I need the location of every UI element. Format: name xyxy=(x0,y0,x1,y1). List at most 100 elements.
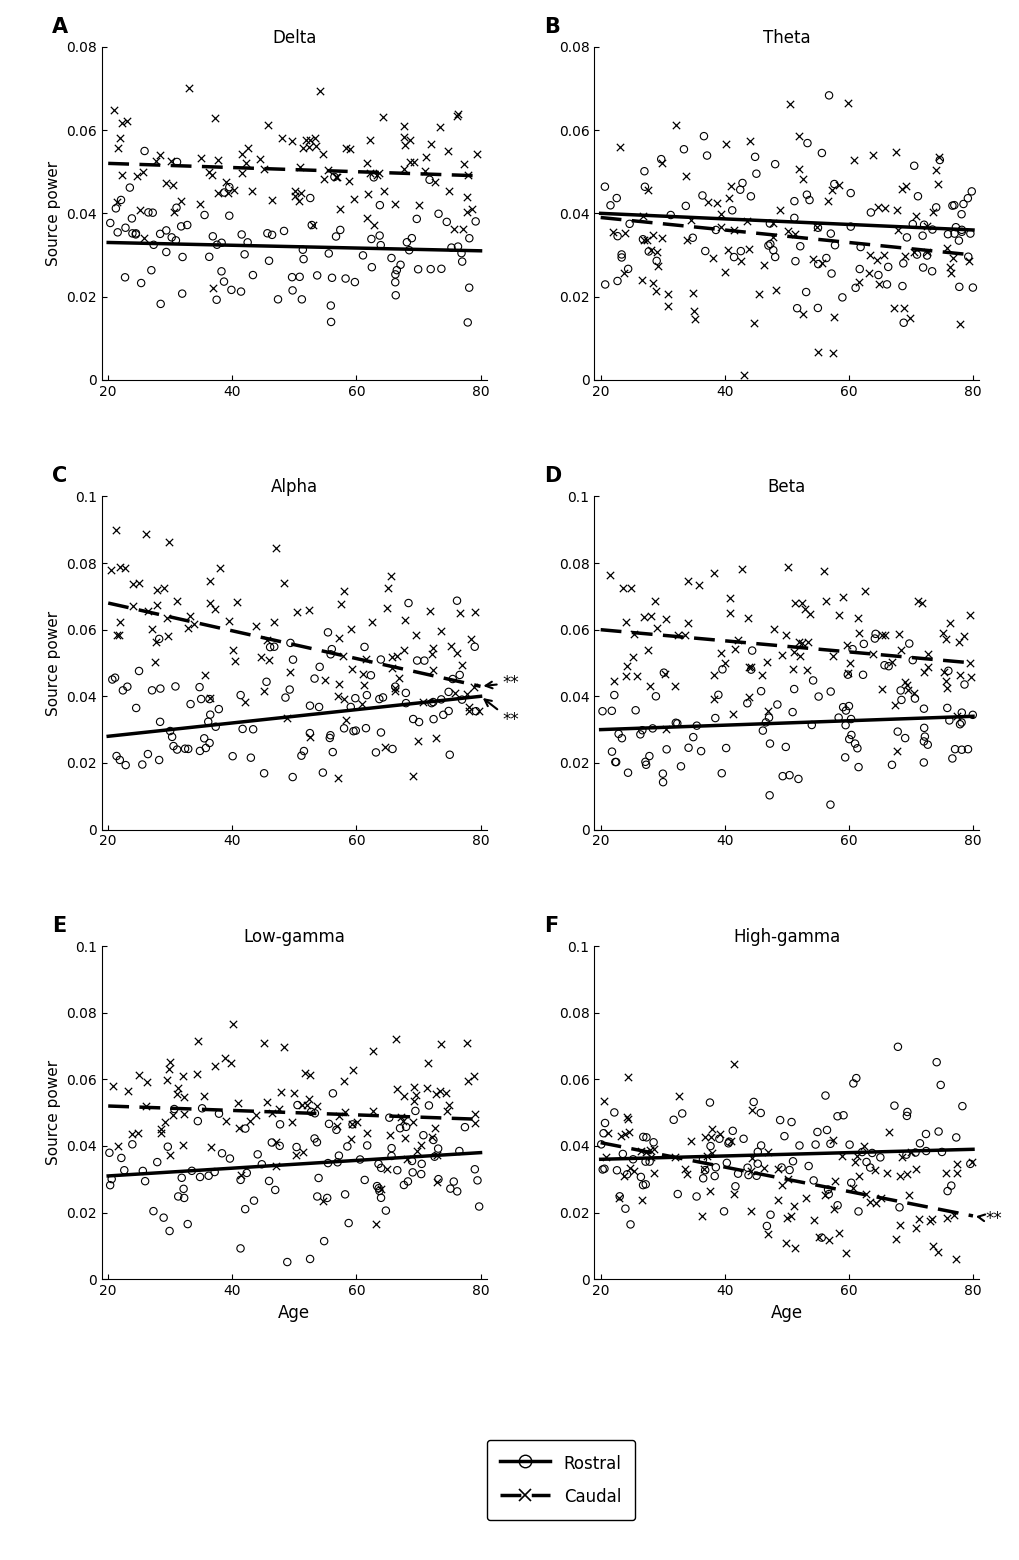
Point xyxy=(451,663,468,688)
Point xyxy=(705,686,721,711)
Point xyxy=(637,749,653,774)
Point xyxy=(111,622,127,647)
Point xyxy=(102,1173,118,1198)
Point xyxy=(428,1142,444,1167)
Point xyxy=(761,211,777,236)
Point xyxy=(430,1167,446,1192)
Point xyxy=(409,206,425,231)
Point xyxy=(363,663,379,688)
Point xyxy=(845,1072,861,1097)
Point xyxy=(331,626,347,651)
Point xyxy=(717,131,734,156)
Point xyxy=(759,1139,775,1164)
Point xyxy=(419,1050,435,1075)
Point xyxy=(717,736,734,761)
Point xyxy=(292,181,309,206)
Point xyxy=(410,729,426,753)
Point xyxy=(162,1050,178,1075)
Point xyxy=(941,610,957,635)
Point xyxy=(622,576,638,601)
Point xyxy=(612,245,629,270)
Point xyxy=(263,1129,279,1154)
Point xyxy=(315,760,331,785)
Point xyxy=(820,83,837,108)
Point xyxy=(192,674,208,699)
Point xyxy=(309,1129,325,1154)
Point xyxy=(905,680,921,705)
Point xyxy=(413,1133,429,1158)
Point xyxy=(327,164,343,189)
Point xyxy=(356,672,372,697)
Point xyxy=(236,1197,253,1221)
Point xyxy=(793,630,809,655)
Point xyxy=(175,1176,192,1201)
Point xyxy=(430,1136,446,1161)
Point xyxy=(205,223,221,248)
Point xyxy=(638,1125,654,1150)
Point xyxy=(253,644,269,669)
Point xyxy=(781,1158,797,1182)
Point xyxy=(742,657,758,682)
Point xyxy=(264,1100,280,1125)
Point xyxy=(182,604,199,629)
Point xyxy=(131,198,148,223)
Point xyxy=(632,722,648,747)
Point xyxy=(679,569,695,594)
Point xyxy=(355,243,371,268)
Point xyxy=(384,736,400,761)
Point xyxy=(648,239,664,264)
Point xyxy=(109,190,125,215)
Point xyxy=(371,223,387,248)
Point xyxy=(790,630,806,655)
Point xyxy=(712,214,729,239)
Point xyxy=(666,112,683,137)
Point xyxy=(741,685,757,710)
Point xyxy=(937,236,954,261)
Point xyxy=(702,1134,718,1159)
Point xyxy=(449,234,466,259)
Point xyxy=(862,200,878,225)
Point xyxy=(896,243,912,268)
Point xyxy=(940,658,956,683)
Point xyxy=(888,197,904,222)
Point xyxy=(937,1206,954,1231)
Point xyxy=(936,668,953,693)
Point xyxy=(459,200,475,225)
Point xyxy=(302,724,318,749)
Point xyxy=(761,231,777,256)
Point xyxy=(408,622,424,647)
Point xyxy=(960,250,976,275)
Point xyxy=(813,1225,829,1250)
Point xyxy=(152,222,168,246)
Point xyxy=(944,746,960,771)
Point xyxy=(787,222,803,246)
Point xyxy=(179,212,196,237)
Point xyxy=(208,287,224,312)
Point xyxy=(828,1104,845,1129)
Point xyxy=(220,181,236,206)
Point xyxy=(594,1158,610,1182)
Point xyxy=(140,599,156,624)
Point xyxy=(715,1200,732,1225)
Point xyxy=(140,200,156,225)
Point xyxy=(202,685,218,710)
Point xyxy=(324,1081,340,1106)
Point xyxy=(850,1200,866,1225)
Point xyxy=(786,591,802,616)
Point xyxy=(808,1120,824,1145)
Point xyxy=(125,594,142,619)
Point xyxy=(918,214,934,239)
Point xyxy=(950,275,966,300)
Point xyxy=(834,585,850,610)
Point xyxy=(435,702,451,727)
Point xyxy=(745,1089,761,1114)
Point xyxy=(632,1164,648,1189)
Point xyxy=(779,1206,795,1231)
Point xyxy=(961,222,977,246)
Point xyxy=(467,209,483,234)
Point xyxy=(964,275,980,300)
Point xyxy=(805,1168,821,1193)
Point xyxy=(687,306,703,331)
Point xyxy=(443,236,460,261)
Point xyxy=(794,167,810,192)
